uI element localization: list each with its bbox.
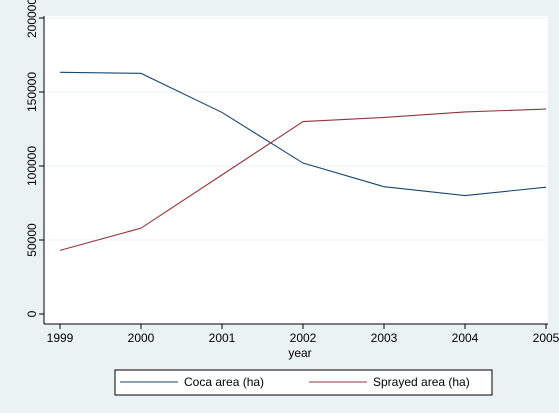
x-tick-label-6: 2005 (533, 331, 559, 345)
x-tick-label-2: 2001 (209, 331, 236, 345)
y-tick-label-1: 50000 (25, 223, 39, 257)
plot-area (44, 16, 548, 324)
legend-label-0: Coca area (ha) (184, 375, 264, 389)
legend-label-1: Sprayed area (ha) (373, 375, 470, 389)
y-tick-label-3: 150000 (25, 72, 39, 112)
y-tick-label-0: 0 (25, 310, 39, 317)
y-tick-label-2: 100000 (25, 146, 39, 186)
gridlines (44, 17, 548, 241)
series-lines (59, 71, 547, 251)
x-tick-label-5: 2004 (452, 331, 479, 345)
x-tick-label-4: 2003 (371, 331, 398, 345)
series-line-1 (59, 108, 547, 251)
x-tick-label-0: 1999 (47, 331, 74, 345)
x-tick-label-3: 2002 (290, 331, 317, 345)
x-tick-label-1: 2000 (128, 331, 155, 345)
axes: 0 50000 100000 150000 200000 1999 2000 2001 2002… (25, 0, 559, 345)
legend: Coca area (ha) Sprayed area (ha) (114, 369, 493, 396)
series-line-0 (59, 71, 547, 197)
x-axis-title: year (288, 346, 311, 360)
y-tick-label-4: 200000 (25, 0, 39, 38)
